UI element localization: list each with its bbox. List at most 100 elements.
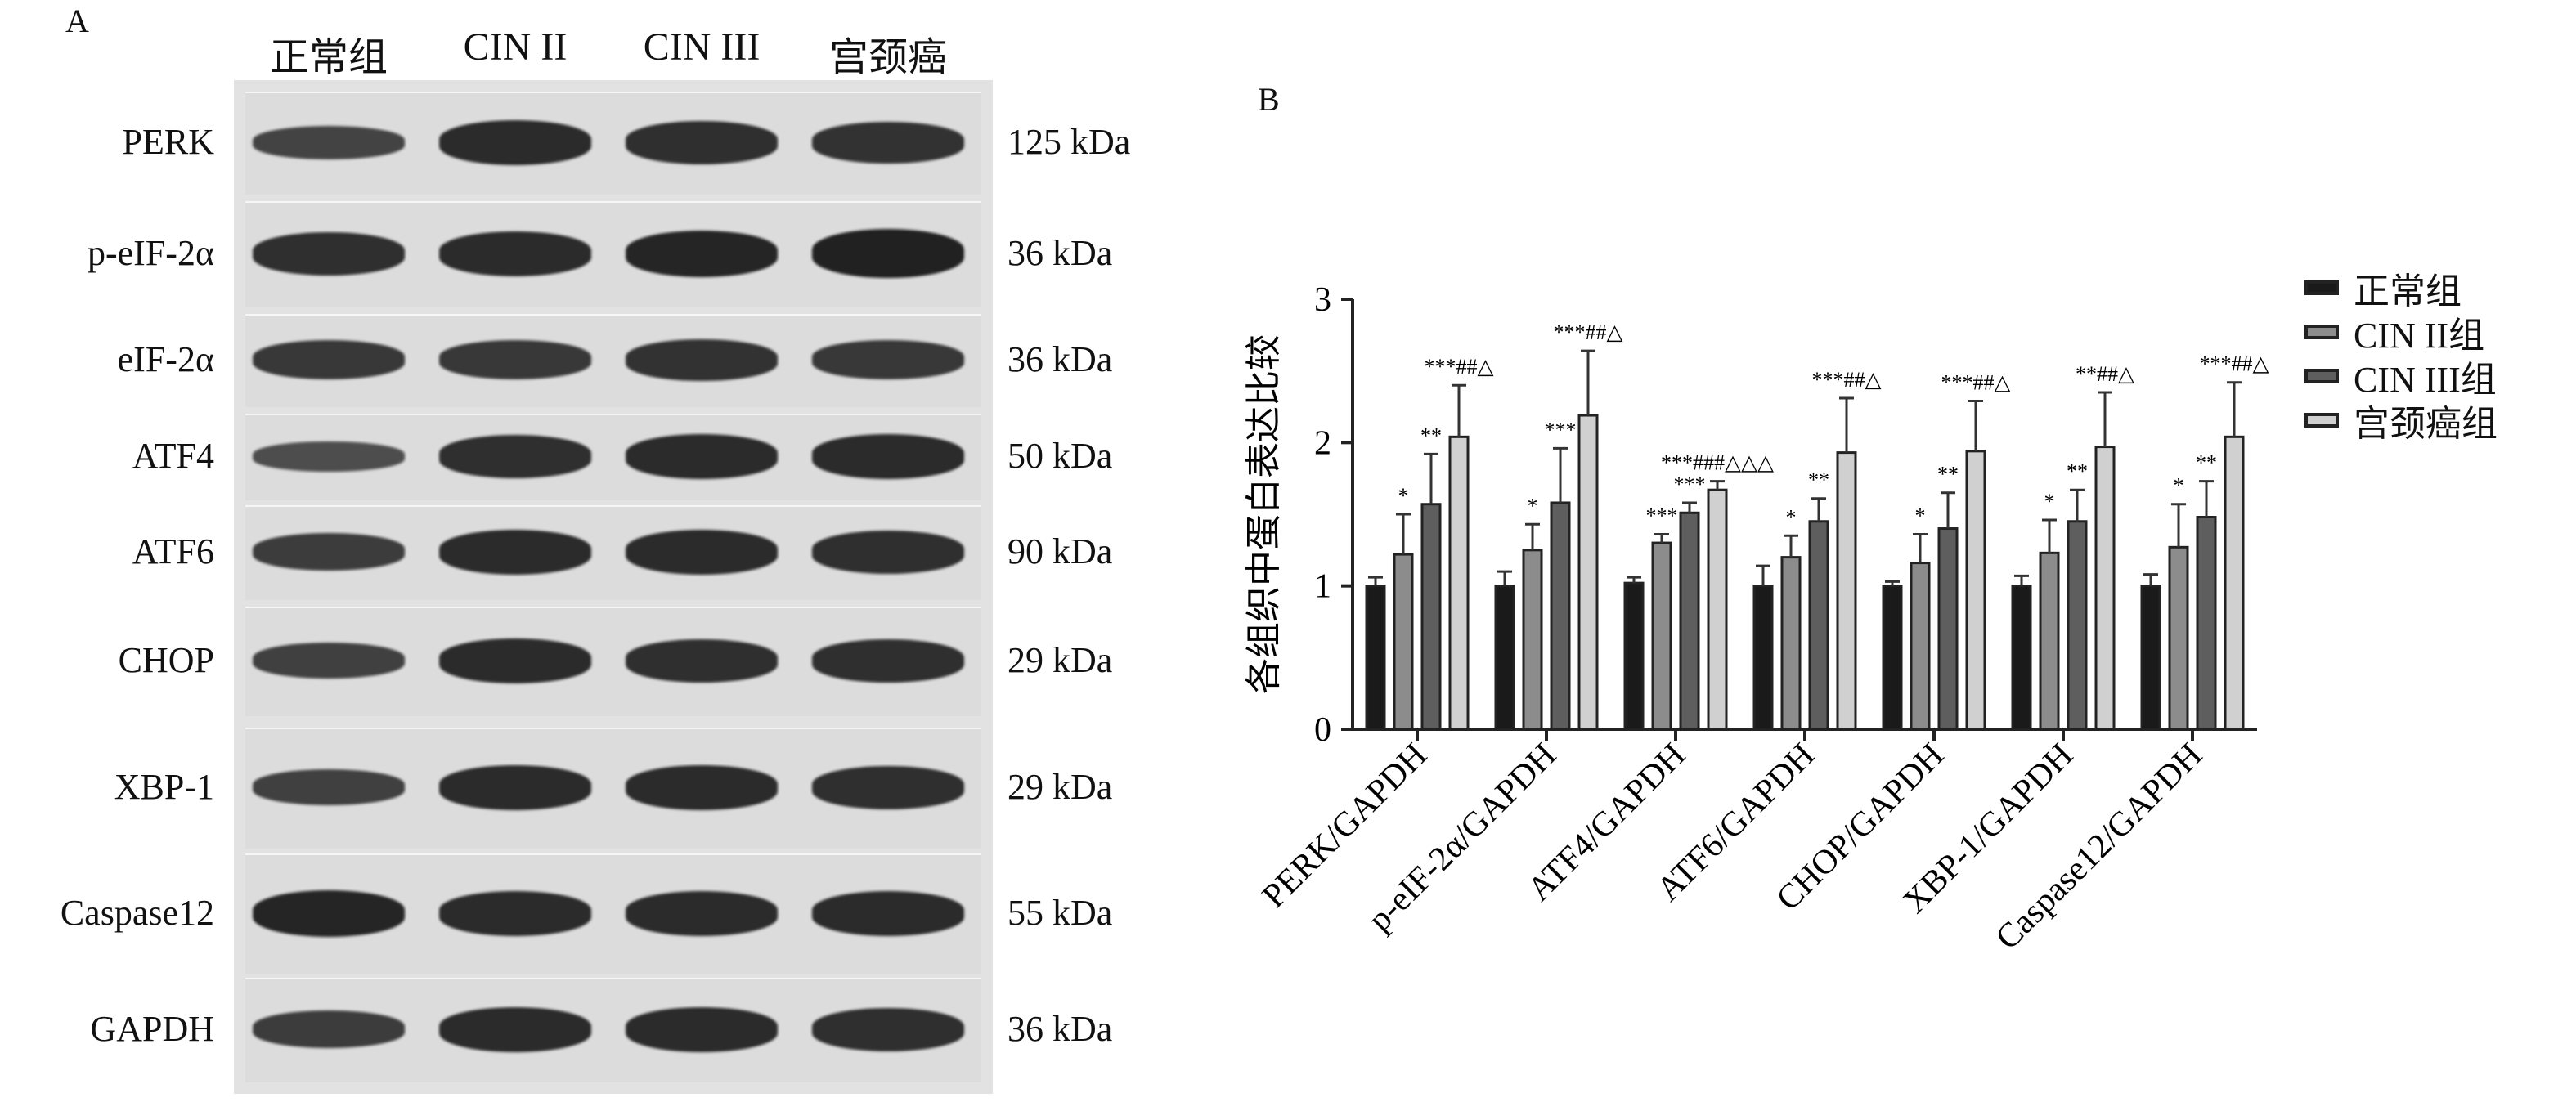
bar — [1965, 450, 1986, 731]
lane-header-cancer: 宫颈癌 — [828, 36, 947, 79]
bar — [1937, 527, 1959, 731]
bar — [1393, 553, 1414, 731]
y-tick-label: 2 — [1314, 424, 1331, 462]
bar — [2196, 516, 2217, 731]
blot-band — [812, 121, 964, 164]
significance-label: ***###△△△ — [1661, 451, 1774, 475]
y-axis-label: 各组织中蛋白表达比较 — [1244, 334, 1284, 694]
molecular-weight-label: 50 kDa — [1008, 436, 1113, 476]
bar — [1910, 562, 1931, 731]
significance-label: *** — [1545, 418, 1577, 441]
bar — [1577, 414, 1599, 731]
blot-band — [626, 230, 778, 277]
protein-label: CHOP — [118, 640, 214, 680]
blot-band — [626, 529, 778, 575]
blot-band — [253, 231, 405, 276]
blot-band — [253, 533, 405, 571]
bar — [1494, 585, 1515, 731]
bar — [1365, 585, 1386, 731]
significance-label: * — [1398, 484, 1409, 508]
protein-label: GAPDH — [90, 1009, 214, 1049]
blot-band — [812, 638, 964, 683]
protein-label: eIF-2α — [117, 339, 214, 379]
significance-label: ** — [1937, 463, 1959, 486]
protein-label: p-eIF-2α — [87, 233, 214, 273]
blot-band — [626, 120, 778, 164]
blot-band — [626, 433, 778, 479]
lane-header-cin3: CIN III — [643, 25, 761, 69]
blot-band — [439, 231, 591, 276]
legend-label: CIN III组 — [2354, 360, 2497, 400]
blot-band — [439, 119, 591, 165]
molecular-weight-label: 125 kDa — [1008, 122, 1131, 162]
y-tick-label: 1 — [1314, 568, 1331, 606]
significance-label: ** — [1420, 423, 1442, 447]
significance-label: * — [2174, 474, 2184, 498]
bar — [1752, 585, 1774, 731]
significance-label: ***##△ — [2200, 352, 2269, 376]
blot-band — [812, 433, 964, 479]
protein-label: ATF4 — [132, 436, 214, 476]
legend-item: 正常组 — [2304, 266, 2497, 311]
bar — [2140, 585, 2161, 731]
significance-label: * — [2044, 490, 2055, 513]
significance-label: ***##△ — [1554, 320, 1623, 344]
blot-band — [253, 643, 405, 679]
blot-band — [439, 529, 591, 575]
bar — [2067, 520, 2088, 731]
lane-header-cin2: CIN II — [463, 25, 568, 69]
bar — [2011, 585, 2032, 731]
protein-label: ATF6 — [132, 531, 214, 571]
bar — [1651, 541, 1672, 731]
bar — [2039, 551, 2060, 731]
legend-swatch — [2304, 413, 2339, 428]
significance-label: ***##△ — [1941, 370, 2011, 394]
molecular-weight-label: 36 kDa — [1008, 233, 1113, 273]
blot-band — [253, 340, 405, 379]
bar — [1707, 488, 1728, 731]
blot-band — [812, 765, 964, 809]
blot-band — [626, 890, 778, 936]
bar — [1420, 503, 1442, 731]
panel-a-letter: A — [65, 2, 89, 39]
blot-band — [439, 434, 591, 478]
significance-label: ***##△ — [1812, 368, 1882, 392]
lane-header-normal: 正常组 — [269, 36, 388, 79]
legend-swatch — [2304, 280, 2339, 295]
blot-band — [439, 764, 591, 810]
blot-band — [253, 125, 405, 159]
blot-band — [812, 530, 964, 574]
significance-label: * — [1786, 505, 1797, 529]
significance-label: ** — [1808, 468, 1829, 492]
significance-label: * — [1528, 494, 1538, 517]
bar — [1882, 585, 1903, 731]
y-tick-label: 3 — [1314, 281, 1331, 319]
significance-label: *** — [1646, 504, 1678, 528]
blot-band — [626, 1006, 778, 1052]
bar — [1623, 581, 1645, 731]
panel-b-letter: B — [1258, 81, 1280, 118]
legend-item: CIN II组 — [2304, 310, 2497, 356]
blot-band — [439, 638, 591, 683]
significance-label: * — [1915, 504, 1926, 528]
bar — [2224, 435, 2245, 731]
bar — [1780, 556, 1802, 731]
molecular-weight-label: 36 kDa — [1008, 339, 1113, 379]
bar — [2168, 545, 2189, 731]
molecular-weight-label: 29 kDa — [1008, 640, 1113, 680]
significance-label: ***##△ — [1425, 355, 1494, 379]
molecular-weight-label: 90 kDa — [1008, 531, 1113, 571]
chart-legend: 正常组 CIN II组 CIN III组 宫颈癌组 — [2304, 266, 2497, 444]
bar — [1808, 520, 1829, 731]
blot-band — [253, 441, 405, 472]
blot-band — [626, 338, 778, 381]
legend-item: 宫颈癌组 — [2304, 398, 2497, 444]
blot-band — [812, 890, 964, 936]
molecular-weight-label: 55 kDa — [1008, 893, 1113, 933]
significance-label: ** — [2067, 459, 2088, 483]
blot-band — [253, 889, 405, 937]
bar — [1679, 511, 1700, 731]
significance-label: ** — [2196, 451, 2217, 475]
significance-label: **##△ — [2076, 362, 2134, 386]
blot-band — [812, 229, 964, 278]
